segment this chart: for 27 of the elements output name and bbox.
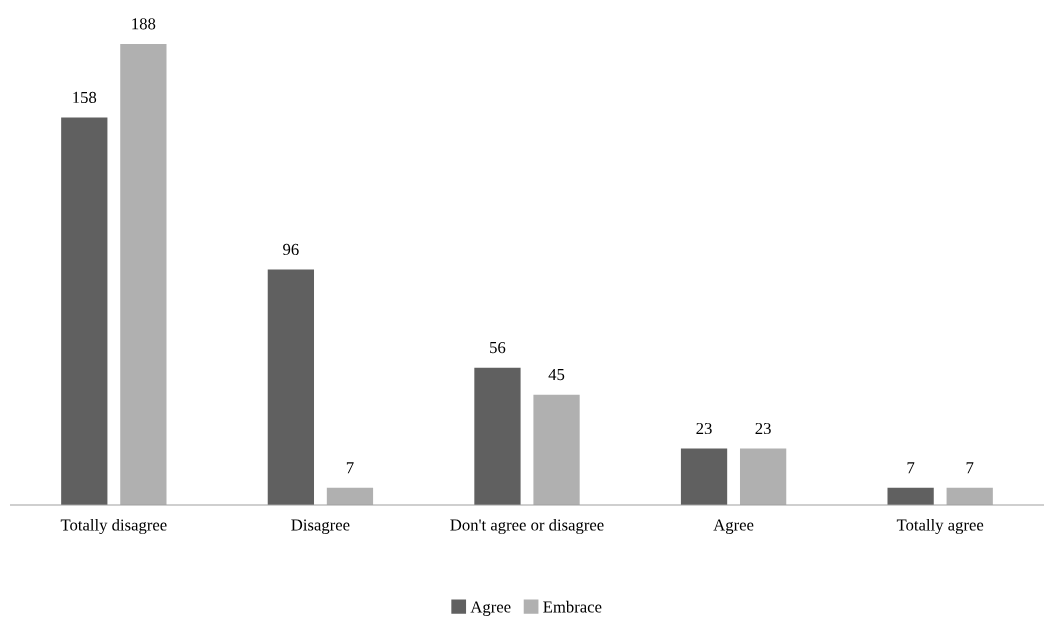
data-label: 45 xyxy=(548,369,565,381)
x-tick-label: Agree xyxy=(713,519,754,534)
bar xyxy=(887,487,934,505)
x-tick-label: Totally agree xyxy=(896,518,984,535)
bar xyxy=(946,487,993,505)
data-label: 56 xyxy=(490,341,506,354)
x-tick-label: Disagree xyxy=(291,519,350,534)
bar xyxy=(120,43,167,505)
data-label: 158 xyxy=(73,91,97,104)
bar xyxy=(326,487,374,505)
bar xyxy=(533,394,580,505)
data-label: 7 xyxy=(966,462,974,474)
legend-label: Agree xyxy=(470,601,511,616)
bar xyxy=(267,269,315,505)
bar xyxy=(680,448,728,505)
bar xyxy=(474,367,521,505)
data-label: 7 xyxy=(907,462,915,474)
x-tick-label: Don't agree or disagree xyxy=(450,518,604,535)
data-label: 96 xyxy=(283,243,299,256)
data-label: 188 xyxy=(132,18,156,30)
bar xyxy=(739,448,787,505)
data-label: 7 xyxy=(346,462,354,474)
x-tick-label: Totally disagree xyxy=(60,518,167,535)
data-label: 23 xyxy=(755,422,771,435)
data-label: 23 xyxy=(696,422,712,435)
bar xyxy=(61,117,108,505)
legend-label: Embrace xyxy=(543,600,602,613)
